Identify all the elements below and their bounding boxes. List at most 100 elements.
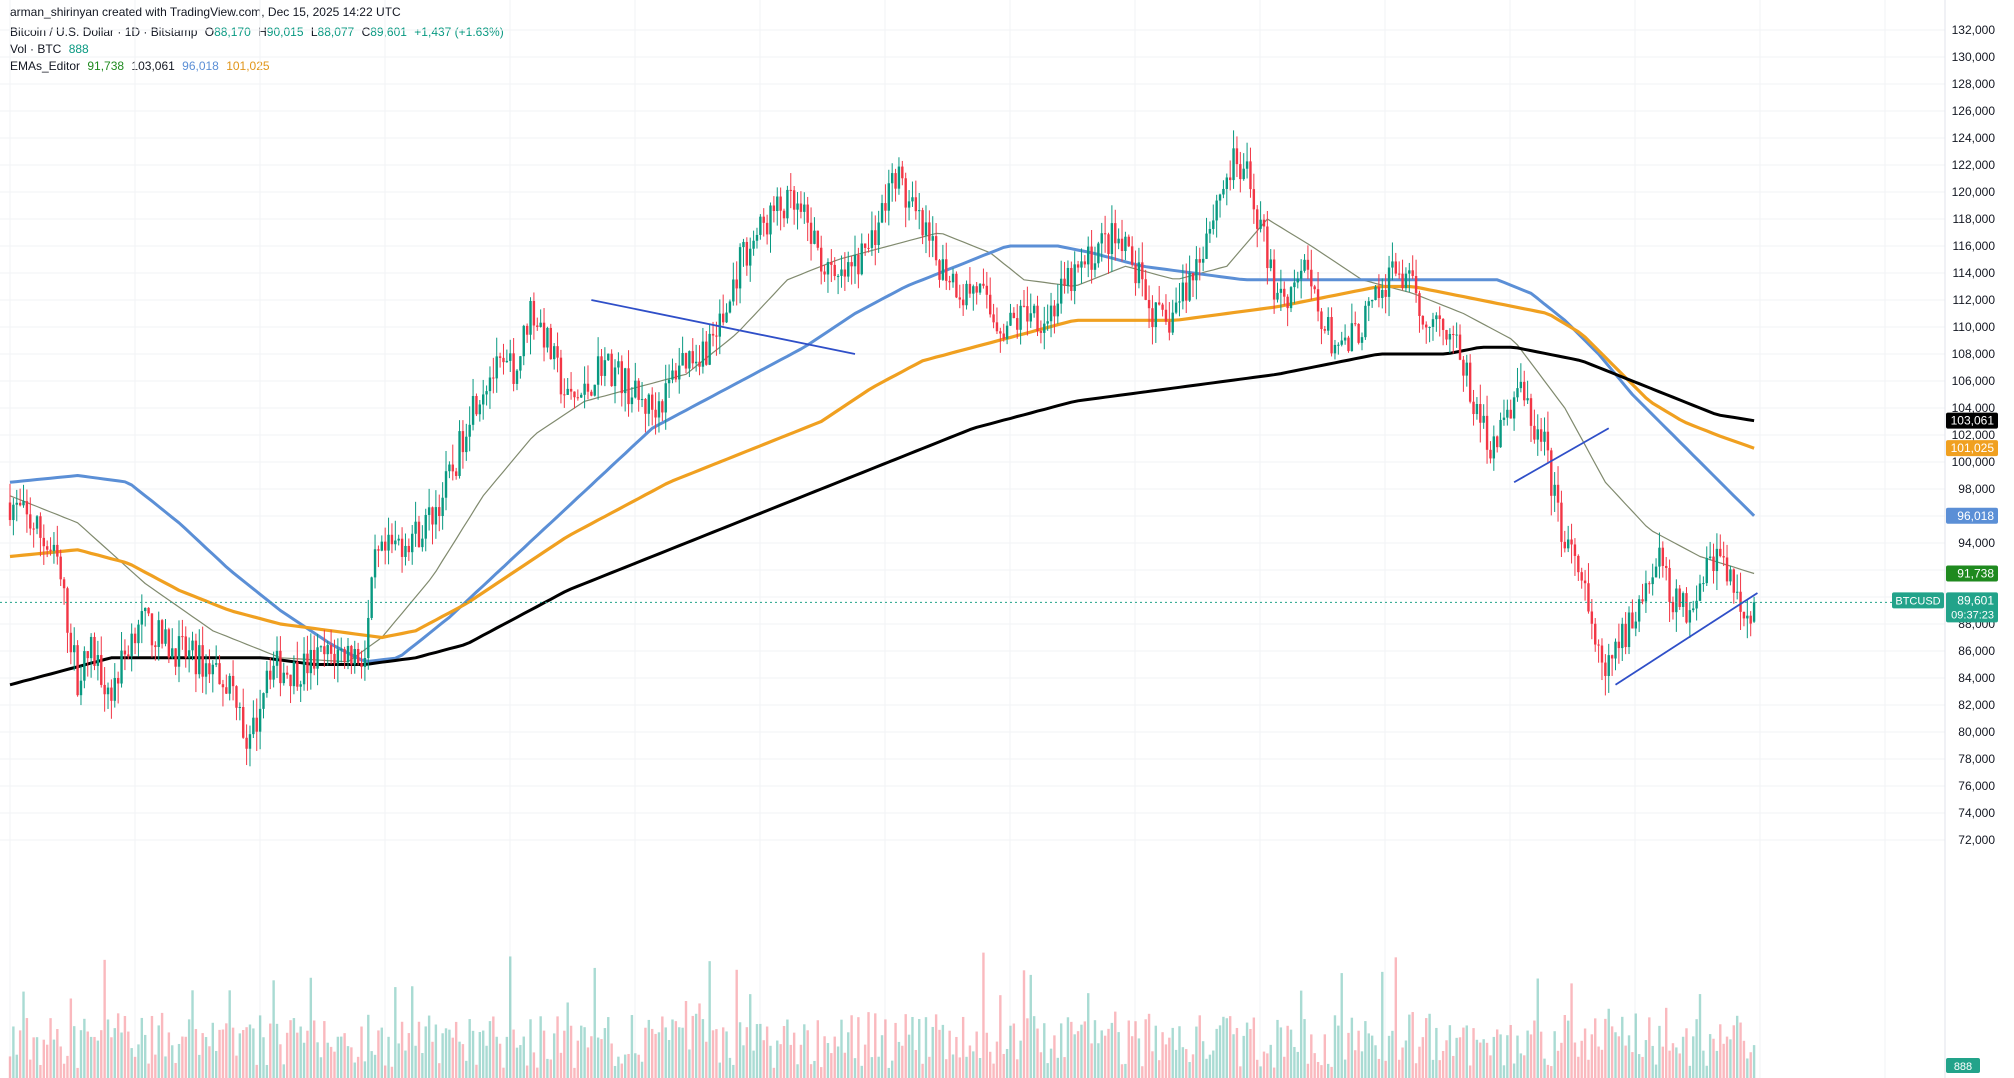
y-tick-label: 108,000 — [1952, 347, 1996, 361]
candle-body — [427, 507, 431, 515]
volume-bar — [1370, 1035, 1374, 1078]
volume-bar — [850, 1015, 853, 1078]
candle-body — [502, 357, 505, 363]
candle-body — [282, 672, 285, 684]
volume-bar — [732, 1064, 735, 1078]
volume-bar — [715, 1029, 718, 1078]
volume-bar — [1637, 1054, 1641, 1078]
candle-body — [1621, 623, 1624, 649]
volume-bar — [417, 1021, 421, 1078]
ema-price-badge-label: 101,025 — [1951, 441, 1995, 455]
volume-bar — [137, 1044, 140, 1078]
y-tick-label: 124,000 — [1952, 131, 1996, 145]
candle-body — [218, 663, 221, 685]
volume-bar — [279, 1044, 282, 1078]
volume-bar — [559, 1052, 563, 1078]
volume-bar — [1590, 1034, 1594, 1078]
candle-body — [779, 196, 782, 211]
candle-body — [1266, 226, 1269, 269]
candle-body — [150, 613, 154, 646]
volume-bar — [1472, 1028, 1475, 1078]
volume-bar — [110, 1037, 113, 1078]
candle-body — [468, 424, 471, 437]
candle-body — [914, 197, 918, 212]
volume-bar — [1614, 1032, 1617, 1078]
volume-bar — [694, 1013, 698, 1078]
close-value: C89,601 — [361, 25, 407, 39]
candle-body — [989, 294, 992, 315]
candle-body — [1066, 267, 1070, 286]
ema100-line — [9, 284, 1755, 640]
candle-body — [965, 283, 968, 306]
volume-bar — [674, 1021, 678, 1078]
candle-body — [698, 361, 701, 367]
candle-body — [174, 648, 177, 667]
candle-body — [350, 645, 353, 665]
volume-bar — [1516, 1035, 1519, 1078]
volume-bar — [8, 1056, 12, 1078]
volume-bar — [1097, 1043, 1100, 1078]
candle-body — [569, 388, 573, 392]
volume-bar — [836, 1046, 840, 1078]
candle-body — [387, 534, 390, 551]
candle-body — [127, 654, 130, 657]
candle-body — [181, 636, 184, 638]
candle-body — [363, 658, 367, 667]
candle-body — [167, 629, 171, 658]
candle-body — [147, 607, 150, 614]
volume-bar — [661, 1016, 664, 1078]
candle-body — [333, 653, 336, 664]
volume-bar — [901, 1045, 904, 1078]
volume-bar — [725, 1031, 728, 1078]
candle-body — [725, 312, 728, 323]
ema-legend[interactable]: EMAs_Editor 91,738 103,061 96,018 101,02… — [10, 58, 274, 74]
volume-bar — [1739, 1022, 1742, 1078]
symbol-legend[interactable]: Bitcoin / U.S. Dollar · 1D · Bitstamp O8… — [10, 24, 508, 40]
volume-bar — [1438, 1060, 1441, 1078]
volume-bar — [208, 1046, 211, 1078]
y-tick-label: 98,000 — [1958, 482, 1995, 496]
candle-body — [620, 361, 623, 394]
candle-body — [803, 204, 806, 212]
volume-bar — [404, 1050, 407, 1078]
candle-body — [52, 544, 56, 551]
candle-body — [1506, 409, 1509, 418]
volume-bar — [823, 1036, 826, 1078]
volume-bar — [1093, 1020, 1097, 1078]
candle-body — [231, 675, 235, 687]
candle-body — [762, 216, 765, 223]
volume-bar — [1509, 1025, 1512, 1078]
volume-bar — [586, 1047, 590, 1078]
candle-body — [66, 588, 69, 633]
candle-body — [454, 471, 458, 476]
candle-body — [1739, 591, 1742, 612]
volume-legend[interactable]: Vol · BTC 888 — [10, 41, 93, 57]
candle-body — [1367, 301, 1370, 306]
candle-body — [1384, 289, 1387, 297]
volume-bar — [532, 1052, 536, 1078]
candle-body — [519, 356, 522, 371]
candle-body — [809, 222, 813, 244]
candle-body — [1381, 289, 1384, 298]
volume-bar — [289, 1020, 292, 1078]
volume-bar — [1195, 1026, 1198, 1078]
volume-bar — [1130, 1036, 1134, 1078]
candle-body — [694, 361, 698, 364]
candle-body — [1026, 306, 1029, 322]
volume-bar — [1529, 1034, 1533, 1078]
candle-body — [1107, 234, 1110, 255]
candle-body — [1448, 333, 1452, 340]
volume-bar — [1005, 1048, 1009, 1078]
candle-body — [187, 650, 191, 658]
volume-bar — [245, 1027, 248, 1078]
candle-body — [1719, 548, 1722, 557]
candle-body — [1607, 655, 1610, 676]
volume-bar — [1692, 1036, 1695, 1078]
volume-value: 888 — [68, 42, 89, 56]
volume-bar — [961, 1016, 965, 1078]
candle-body — [1124, 236, 1127, 252]
volume-bar — [1080, 1024, 1083, 1078]
ema20-value: 91,738 — [87, 59, 125, 73]
volume-bar — [147, 1063, 150, 1078]
